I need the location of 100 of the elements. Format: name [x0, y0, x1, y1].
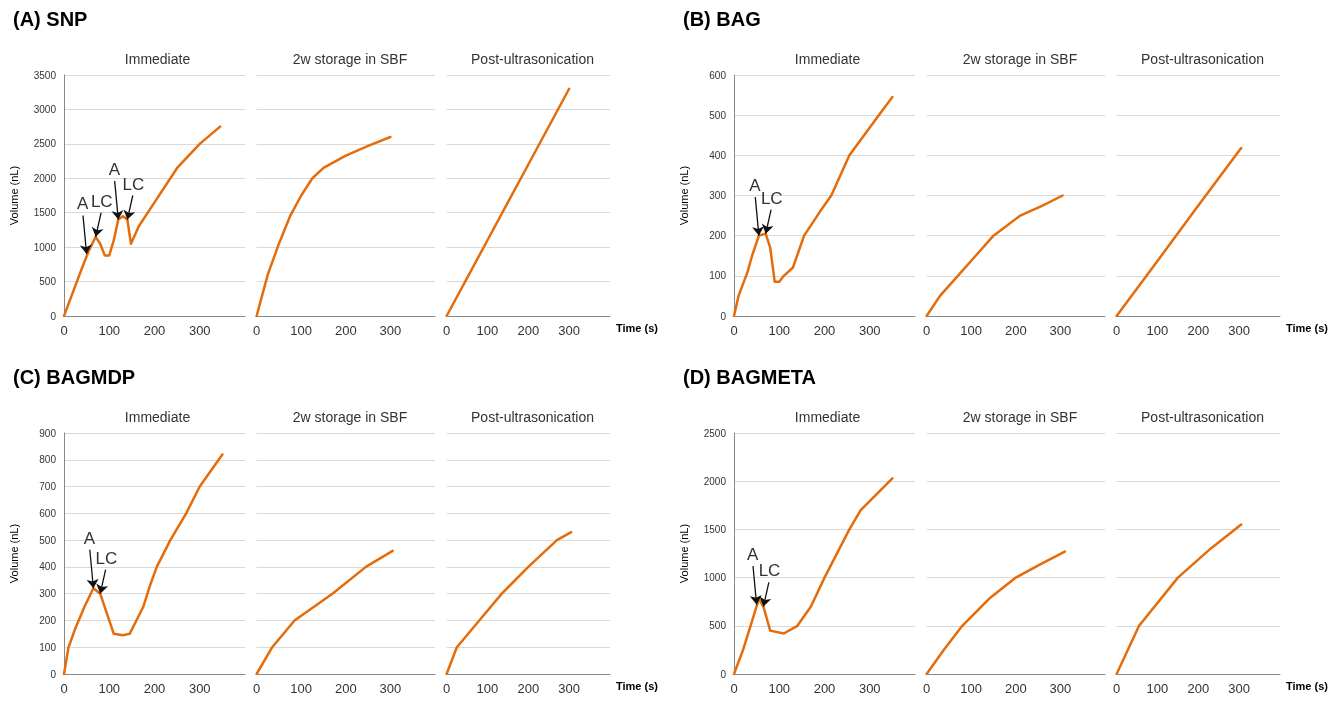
x-tick-label: 300 [858, 681, 881, 696]
x-axis-title: Time (s) [616, 321, 659, 334]
chart-subtitle: Post-ultrasonication [1141, 51, 1264, 67]
annotation: A [77, 194, 90, 214]
y-tick-label: 300 [39, 588, 57, 600]
x-tick-label: 200 [1004, 323, 1027, 338]
x-tick-label: 200 [143, 681, 166, 696]
annotation: LC [760, 188, 783, 208]
chart-title: (C) BAGMDP [13, 366, 136, 388]
line-series [62, 125, 222, 318]
y-tick-label: 200 [39, 614, 57, 626]
annotation: LC [758, 561, 781, 581]
y-axis-title: Volume (nL) [677, 523, 690, 584]
x-tick-label: 0 [1113, 681, 1121, 696]
x-tick-label: 100 [768, 681, 791, 696]
y-tick-label: 600 [39, 507, 57, 519]
y-tick-label: 1000 [33, 241, 57, 253]
chart-subtitle: 2w storage in SBF [962, 409, 1078, 425]
y-axis-title: Volume (nL) [7, 523, 20, 584]
x-axis-title: Time (s) [616, 679, 659, 692]
x-tick-label: 300 [188, 323, 211, 338]
annotation: A [747, 545, 760, 565]
y-tick-label: 300 [709, 190, 727, 201]
y-tick-label: 600 [709, 69, 727, 81]
y-tick-label: 1000 [703, 572, 727, 584]
y-tick-label: 800 [39, 454, 57, 466]
line-series [62, 453, 224, 676]
x-tick-label: 0 [730, 681, 738, 696]
x-tick-label: 300 [1228, 681, 1251, 696]
y-axis-title: Volume (nL) [677, 165, 690, 226]
x-tick-label: 200 [517, 323, 540, 338]
y-tick-label: 100 [39, 641, 57, 653]
y-axis-title: Volume (nL) [7, 165, 20, 226]
x-tick-label: 200 [334, 323, 357, 338]
x-tick-label: 200 [1004, 681, 1027, 696]
x-tick-label: 0 [1113, 323, 1121, 338]
x-tick-label: 0 [60, 323, 68, 338]
chart-subtitle: Immediate [124, 51, 191, 67]
chart-title: (D) BAGMETA [683, 366, 816, 388]
y-tick-label: 500 [39, 276, 57, 288]
chart-subtitle: Immediate [124, 409, 191, 425]
y-tick-label: 500 [39, 534, 57, 546]
x-tick-label: 100 [290, 323, 313, 338]
x-tick-label: 100 [476, 681, 499, 696]
x-tick-label: 200 [1187, 323, 1210, 338]
x-tick-label: 0 [730, 323, 738, 338]
x-tick-label: 200 [1187, 681, 1210, 696]
y-tick-label: 2500 [33, 138, 57, 150]
y-tick-label: 0 [720, 668, 727, 680]
x-tick-label: 200 [517, 681, 540, 696]
y-tick-label: 3500 [33, 69, 57, 81]
y-tick-label: 2000 [33, 172, 57, 184]
x-tick-label: 300 [1049, 681, 1072, 696]
x-tick-label: 0 [443, 681, 451, 696]
x-tick-label: 100 [1146, 323, 1169, 338]
x-tick-label: 300 [1228, 323, 1251, 338]
chart-subtitle: Post-ultrasonication [1141, 409, 1264, 425]
x-tick-label: 300 [558, 323, 581, 338]
x-tick-label: 100 [98, 323, 121, 338]
y-tick-label: 500 [709, 109, 727, 121]
y-tick-label: 200 [709, 230, 727, 242]
y-tick-label: 0 [50, 310, 57, 322]
x-tick-label: 100 [98, 681, 121, 696]
x-tick-label: 0 [253, 323, 261, 338]
x-tick-label: 200 [143, 323, 166, 338]
chart-subtitle: Post-ultrasonication [471, 409, 594, 425]
x-tick-label: 100 [290, 681, 313, 696]
chart-subtitle: Post-ultrasonication [471, 51, 594, 67]
y-tick-label: 3000 [33, 103, 57, 115]
annotation: A [749, 176, 762, 196]
x-tick-label: 100 [1146, 681, 1169, 696]
x-tick-label: 300 [858, 323, 881, 338]
y-tick-label: 2500 [703, 427, 727, 439]
chart-subtitle: 2w storage in SBF [962, 51, 1078, 67]
y-tick-label: 1500 [703, 523, 727, 535]
y-tick-label: 900 [39, 427, 57, 439]
x-tick-label: 0 [923, 323, 931, 338]
x-tick-label: 300 [558, 681, 581, 696]
x-tick-label: 300 [379, 681, 402, 696]
chart-subtitle: Immediate [794, 409, 861, 425]
x-tick-label: 300 [1049, 323, 1072, 338]
y-tick-label: 400 [39, 561, 57, 573]
y-tick-label: 2000 [703, 475, 727, 487]
x-tick-label: 0 [60, 681, 68, 696]
y-tick-label: 0 [50, 668, 57, 680]
x-tick-label: 0 [923, 681, 931, 696]
x-tick-label: 0 [253, 681, 261, 696]
y-tick-label: 1500 [33, 207, 57, 219]
y-tick-label: 500 [709, 620, 727, 632]
x-tick-label: 100 [960, 681, 983, 696]
annotation: LC [95, 548, 118, 568]
x-tick-label: 100 [960, 323, 983, 338]
chart-subtitle: Immediate [794, 51, 861, 67]
annotation: A [108, 160, 121, 180]
annotation: LC [122, 174, 145, 194]
x-tick-label: 300 [379, 323, 402, 338]
x-tick-label: 100 [768, 323, 791, 338]
chart-subtitle: 2w storage in SBF [292, 409, 408, 425]
x-tick-label: 200 [334, 681, 357, 696]
x-axis-title: Time (s) [1286, 321, 1329, 334]
